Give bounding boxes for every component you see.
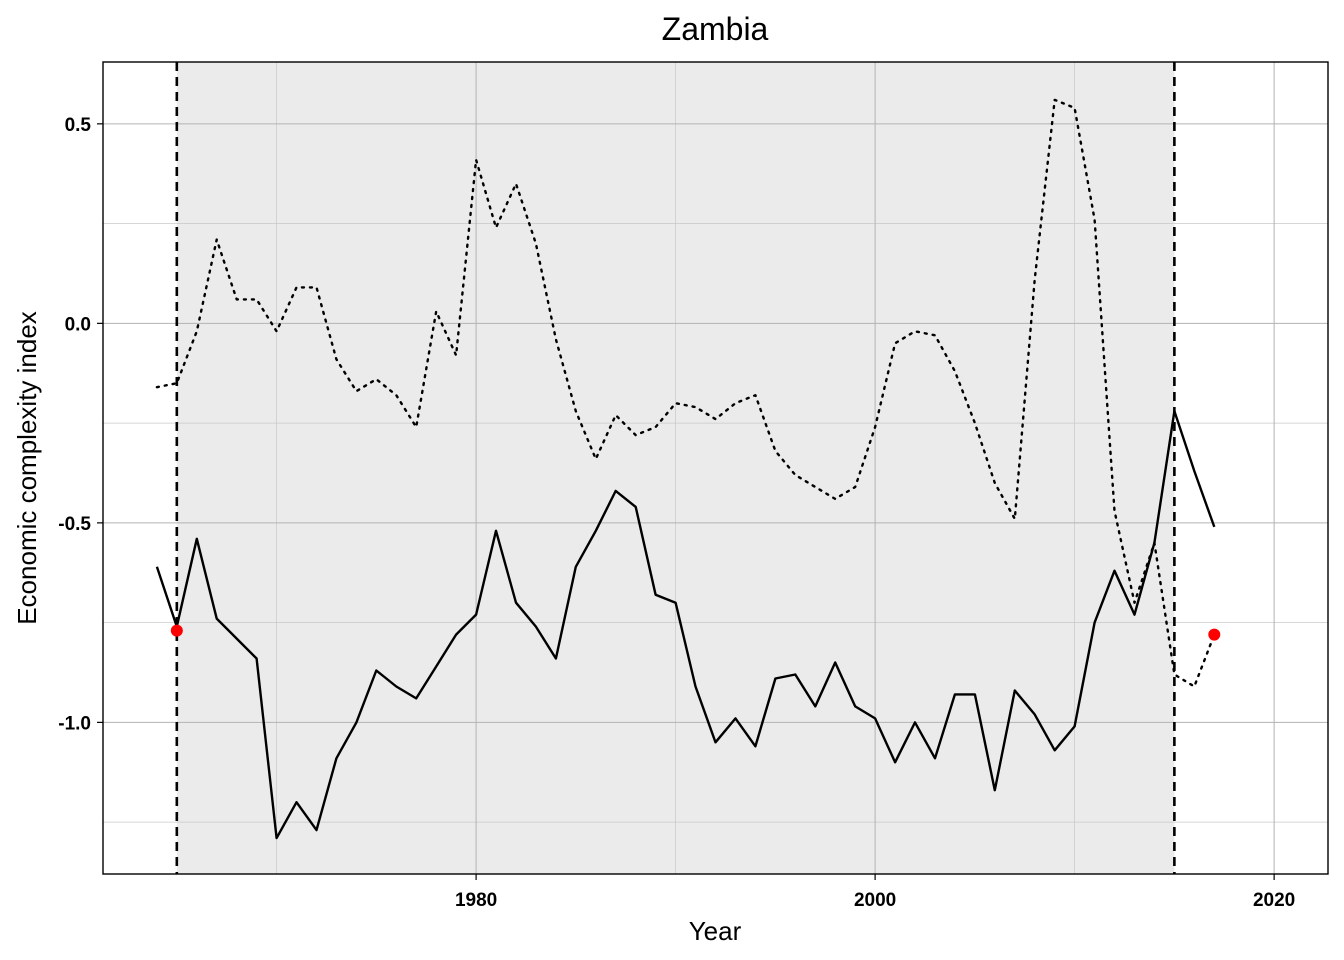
x-tick-label: 2000 (854, 890, 896, 911)
series-line-dotted (155, 98, 1216, 688)
x-axis-title: Year (689, 916, 742, 946)
panel-border (102, 61, 1329, 875)
x-tick-label: 1980 (455, 890, 497, 911)
highlight-point (170, 624, 183, 637)
y-tick-label: 0.0 (65, 314, 91, 335)
series-line-solid (155, 409, 1216, 840)
y-tick-label: -1.0 (58, 713, 91, 734)
y-tick-label: 0.5 (65, 115, 92, 136)
highlight-point (1208, 628, 1221, 641)
plot-panel: 1980 2000 2020 -1.0 -0.5 0.0 0.5 (58, 61, 1329, 911)
chart-title: Zambia (662, 11, 769, 47)
x-tick-label: 2020 (1253, 890, 1295, 911)
y-tick-label: -0.5 (58, 514, 91, 535)
y-axis-title: Economic complexity index (12, 311, 42, 625)
